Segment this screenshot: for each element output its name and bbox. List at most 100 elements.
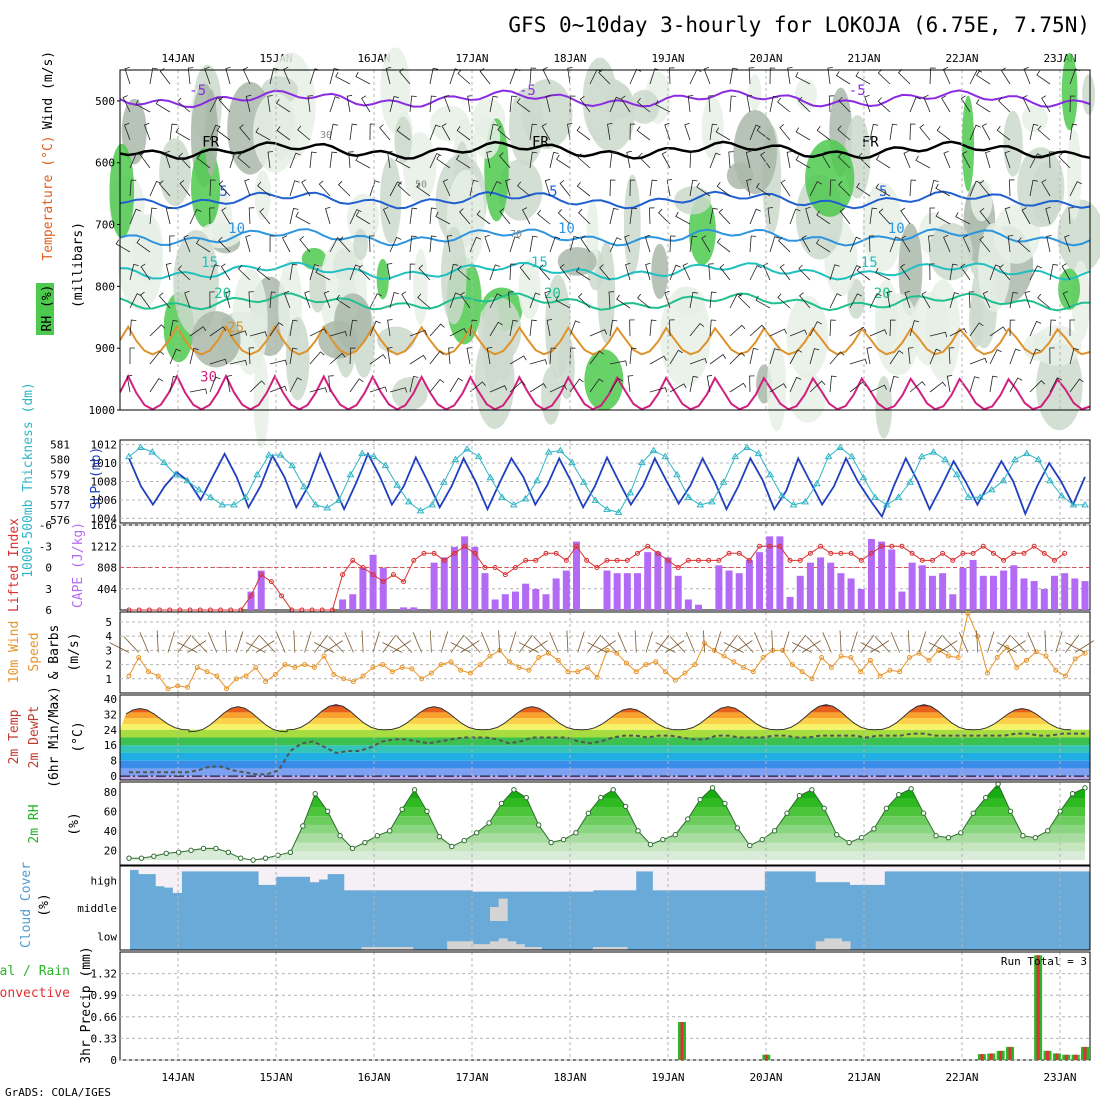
run-total-label: Run Total = 3 [1001,955,1087,968]
thickness-point [288,461,297,469]
wind-point [253,664,259,670]
wind-barb [239,124,251,141]
wind10-barb [464,636,481,653]
date-bottom-16JAN: 16JAN [357,1071,390,1084]
wind-barb [655,100,671,113]
wind-point [555,657,561,663]
pressure-tick-600: 600 [95,157,115,170]
rh-blob [1021,104,1048,133]
rh-blob [173,230,219,336]
isotherm-label: 25 [227,320,244,336]
cape-bar [562,570,570,610]
wind-barb [1049,263,1058,281]
cloud-bar-high [1081,866,1091,872]
series-wind-speed [128,611,1086,690]
cape-bar [613,573,621,610]
wind-barb [276,98,291,113]
rh-blob [1082,74,1096,115]
slp-thickness-panel: 1004 1006 1008 1010 1012 576 577 578 579 580 581 10… [21,382,1091,578]
cloud-layer-low: low [97,931,117,944]
thickness-point [125,452,133,460]
wind-point [624,660,630,666]
precip-conv-bar [999,1050,1003,1060]
date-bottom-17JAN: 17JAN [455,1071,488,1084]
wind-barb [248,207,255,225]
li-point [1051,557,1057,563]
li-point [594,565,600,570]
wind-barb [949,292,960,309]
cloud-bar-high [1004,866,1014,872]
cloud-bar-high [258,866,268,885]
wind-point [565,669,571,675]
wind-barb [709,152,721,169]
rh-band [129,842,1085,852]
wind-point [741,664,747,670]
cloud-bar-high [970,866,980,872]
wind-barb [575,266,591,281]
wind-barb [827,67,833,85]
li-point [563,557,569,563]
rh-blob [204,89,218,177]
cloud-bar-low [824,938,834,950]
cloud-bar-high [910,866,920,872]
wind-point [575,669,581,675]
cloud-bar-high [858,866,868,885]
wind-barb [849,358,868,365]
wind-barb [509,355,527,365]
wind-barb [795,72,811,85]
wind10-barb [782,631,790,653]
isotherm-label: 10 [228,221,245,237]
wind-point [1053,667,1059,673]
precip-legend-convective: Convective [0,986,70,1001]
li-point [767,543,773,549]
li-point [401,579,407,585]
wind10-barb [549,632,559,653]
wind10-barb [372,631,380,653]
wind-barb [175,127,191,141]
wind10-barb [412,632,423,653]
wind-barb [329,123,338,141]
isotherm-label: 5 [549,184,557,200]
wind-barb [349,123,358,141]
cloud-bar-high [310,866,320,883]
wind-barb [169,319,179,337]
cape-bar [888,549,896,610]
wind-barb [158,292,171,309]
series-slp [128,451,1086,519]
wind10-barb [577,631,585,653]
cloud-bar-high [370,866,380,891]
li-point [828,550,834,556]
temp-tick-32: 32 [104,708,117,721]
rh-tick-20: 20 [104,844,117,857]
cloud-bar-high [421,866,431,891]
rh-blob [1061,52,1078,131]
cape-bar [654,552,662,610]
rh-blob [701,96,724,160]
rh2m-point [486,820,492,826]
li-point [858,557,864,563]
wind10-barb [987,631,995,653]
cloud-bar-high [387,866,397,891]
wind-point [858,669,864,675]
wind-point [321,653,327,659]
wind-point [838,653,844,659]
wind-barb [508,291,514,309]
thickness-point [894,493,903,500]
wind-barb [1058,152,1071,169]
wind-point [136,654,142,660]
slp-tick-1012: 1012 [91,439,118,452]
temp-tick-24: 24 [104,724,118,737]
thickness-point [591,496,600,503]
li-point [482,565,488,570]
cloud-bar-low [532,947,542,950]
wind-barb [875,268,891,281]
cape-bar [939,573,947,610]
wind-barb [479,67,491,85]
wind-barb [889,375,899,393]
wind-barb [703,66,711,85]
cape-bar [511,591,519,610]
wind-barb [249,331,268,337]
cloud-bar-high [464,866,474,891]
thickness-point [323,503,332,511]
cloud-bar-low [498,938,508,950]
